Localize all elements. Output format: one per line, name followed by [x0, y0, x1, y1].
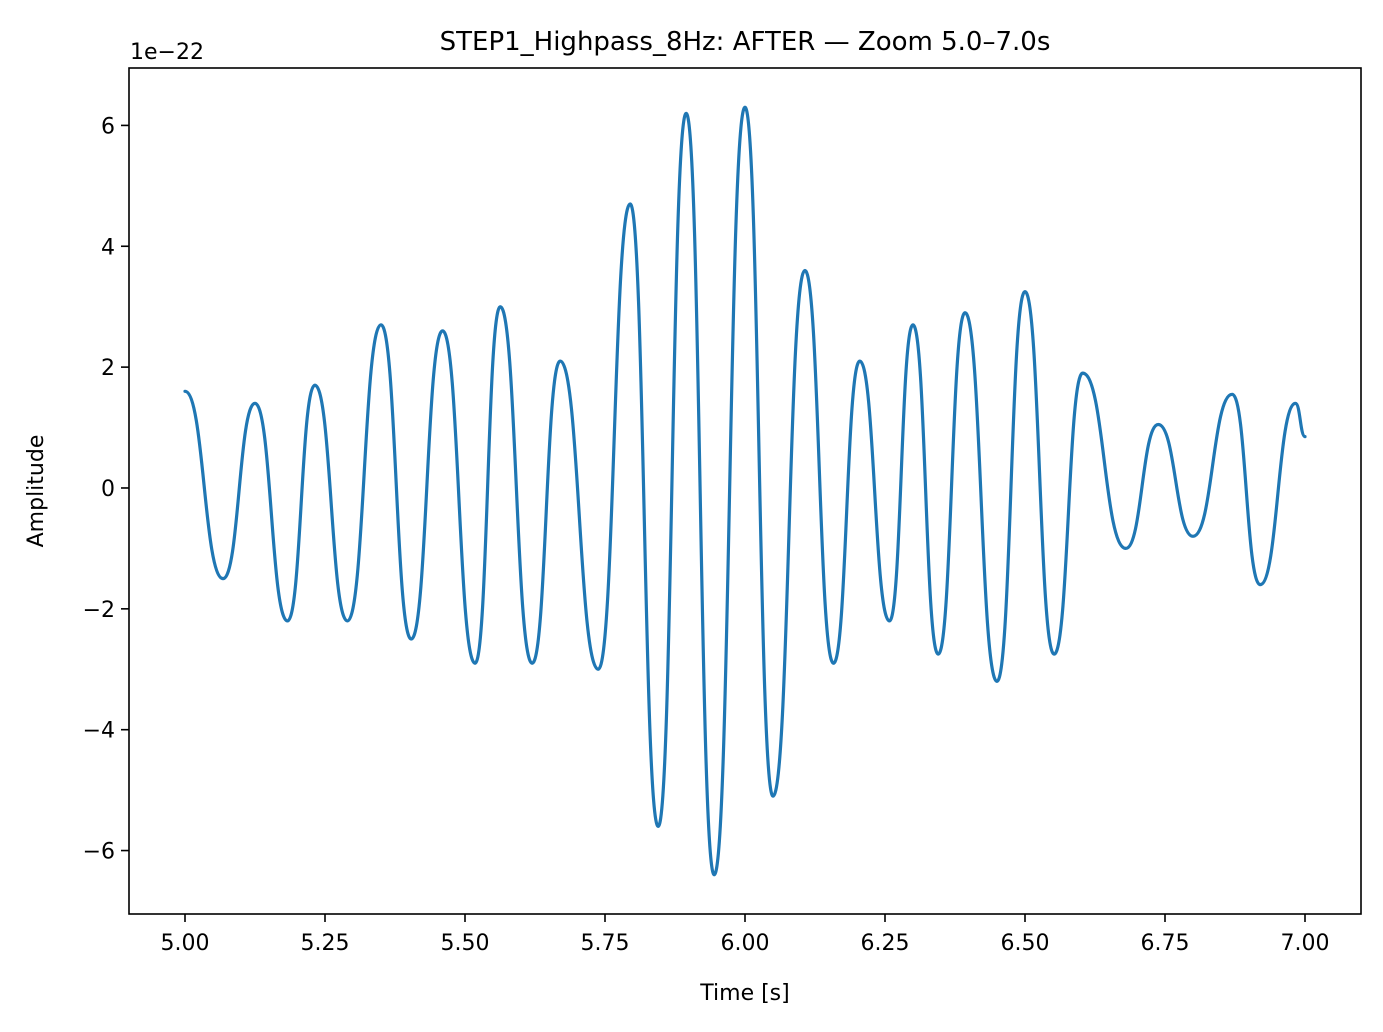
x-tick-label: 6.25 [861, 931, 910, 956]
y-tick-label: −4 [83, 719, 115, 744]
y-tick-label: 2 [101, 356, 115, 381]
chart-title: STEP1_Highpass_8Hz: AFTER — Zoom 5.0–7.0… [440, 27, 1051, 57]
y-axis-offset-label: 1e−22 [130, 40, 204, 65]
x-tick-label: 5.25 [301, 931, 350, 956]
plot-frame [128, 67, 1362, 915]
x-tick-label: 5.75 [581, 931, 630, 956]
x-axis-ticks: 5.00 5.25 5.50 5.75 6.00 6.25 6.50 6.75 7.00 [161, 914, 1330, 956]
plot-area [183, 105, 1307, 877]
y-axis-ticks: −6 −4 −2 0 2 4 6 [83, 114, 129, 865]
x-tick-label: 5.00 [161, 931, 210, 956]
x-tick-label: 7.00 [1281, 931, 1330, 956]
x-tick-label: 5.50 [441, 931, 490, 956]
y-tick-label: 0 [101, 477, 115, 502]
y-tick-label: −6 [83, 840, 115, 865]
y-axis-label: Amplitude [24, 435, 49, 548]
x-axis-label: Time [s] [699, 981, 789, 1006]
series-line-0 [183, 105, 1307, 877]
x-tick-label: 6.75 [1141, 931, 1190, 956]
y-tick-label: −2 [83, 598, 115, 623]
x-tick-label: 6.00 [721, 931, 770, 956]
y-tick-label: 4 [101, 235, 115, 260]
x-tick-label: 6.50 [1001, 931, 1050, 956]
y-tick-label: 6 [101, 114, 115, 139]
